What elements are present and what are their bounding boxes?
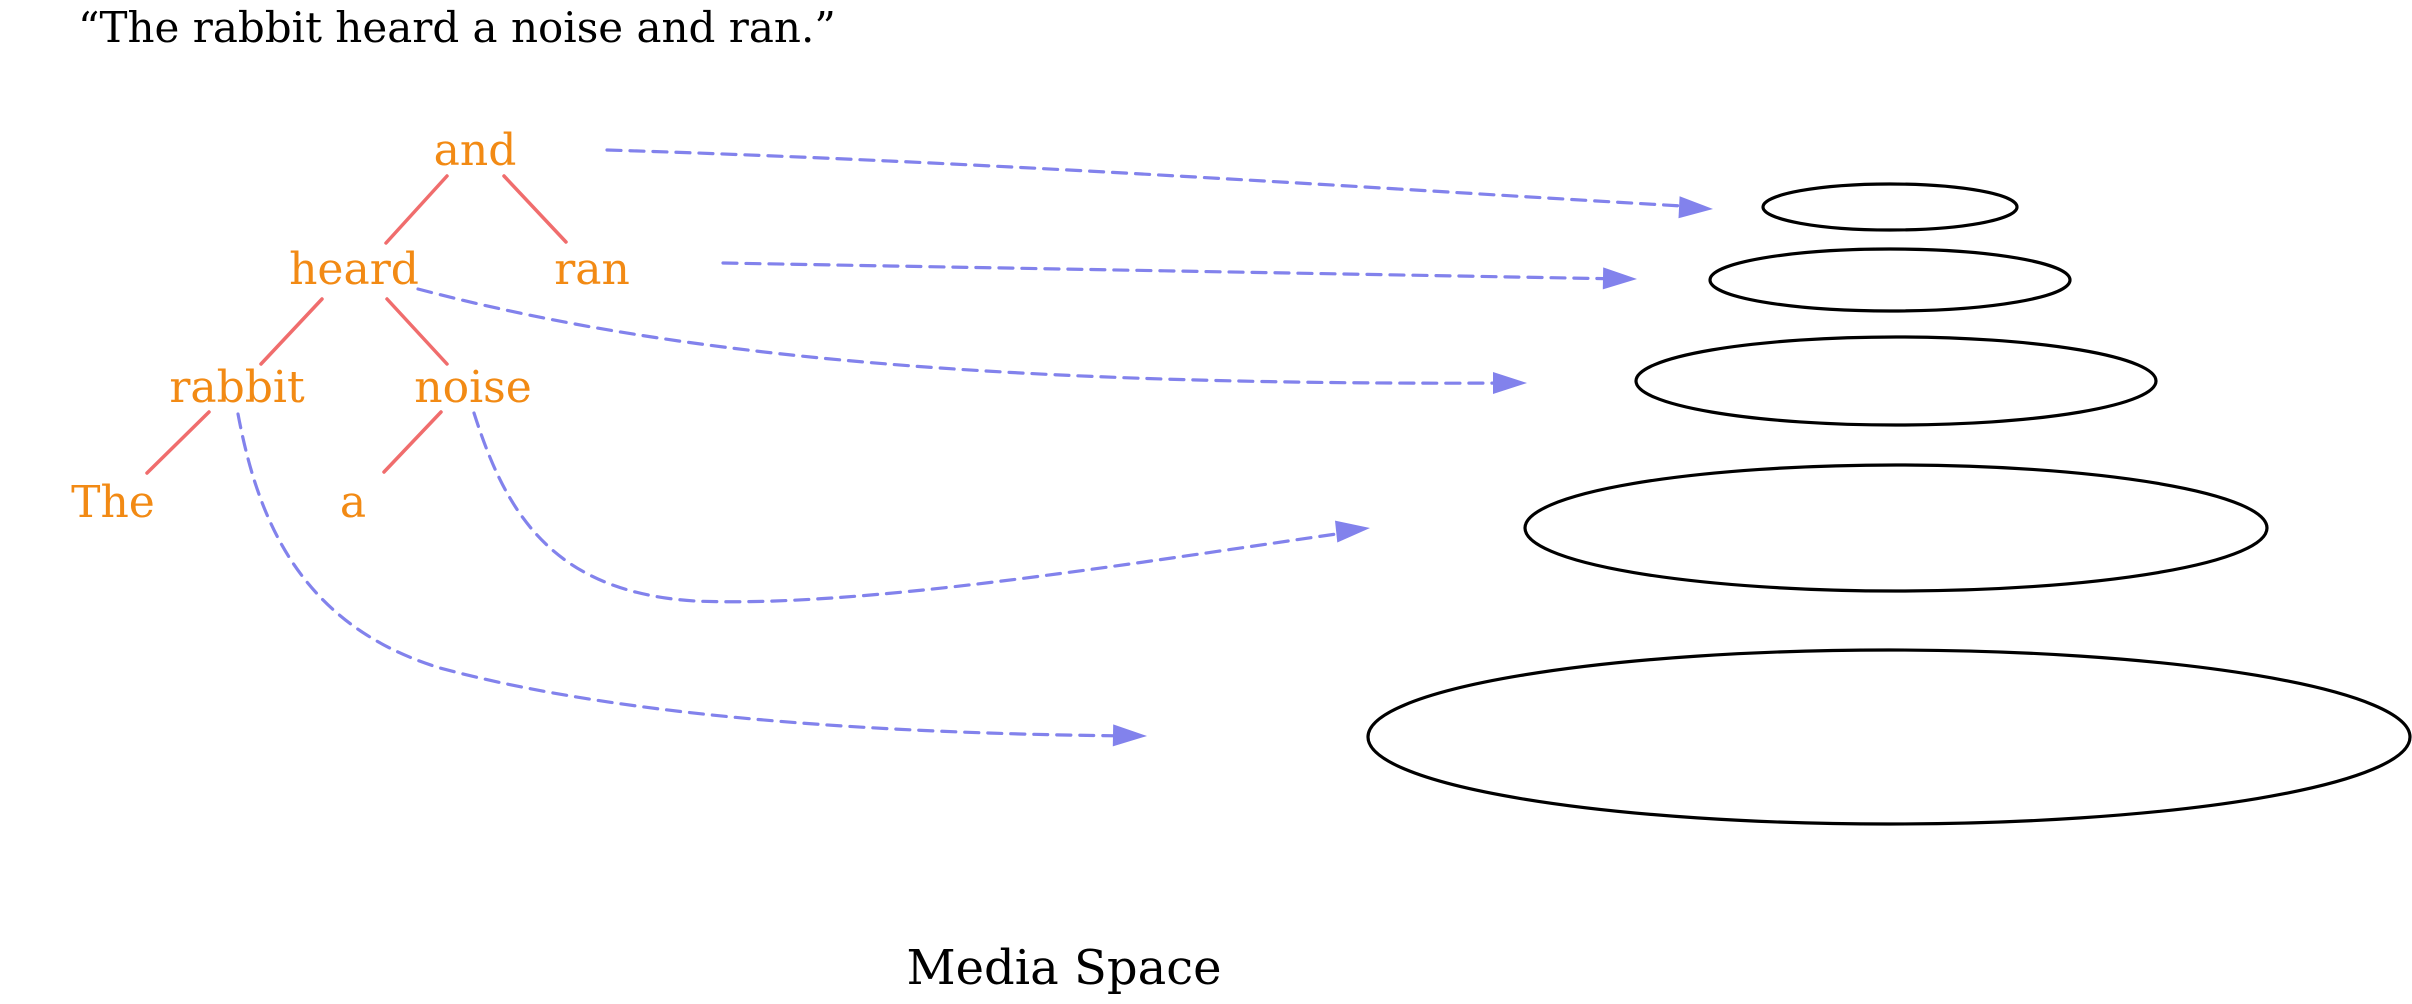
tree-node-and: and [434, 125, 517, 176]
mapping-arrow-noise-to-ellipse-4 [472, 411, 1359, 604]
mapping-arrow-rabbit-to-ellipse-5 [236, 412, 1136, 738]
tree-node-heard: heard [289, 244, 419, 295]
mapping-arrow-and-to-ellipse-1 [605, 148, 1702, 209]
arrowhead-and-to-ellipse-1 [1678, 196, 1713, 219]
tree-edges [145, 174, 568, 475]
mapping-arrows [236, 148, 1713, 747]
media-space-ellipse-3 [1634, 335, 2158, 427]
mapping-arrow-heard-to-ellipse-3 [416, 287, 1516, 385]
arrowhead-ran-to-ellipse-2 [1602, 267, 1637, 290]
arrowhead-rabbit-to-ellipse-5 [1112, 724, 1147, 747]
tree-node-noise: noise [414, 362, 532, 413]
media-space-ellipse-1 [1761, 182, 2019, 232]
media-space-label: Media Space [906, 940, 1221, 996]
tree-edge-noise-a [382, 410, 443, 474]
arrowhead-heard-to-ellipse-3 [1493, 372, 1527, 394]
tree-edge-and-heard [384, 174, 449, 245]
media-space-ellipse-4 [1523, 463, 2269, 593]
sentence-quote: “The rabbit heard a noise and ran.” [78, 3, 836, 52]
tree-node-labels: and heard ran rabbit noise The a [71, 125, 630, 528]
tree-edge-heard-rabbit [259, 297, 324, 366]
media-space-ellipse-2 [1708, 247, 2072, 313]
media-space-ellipse-5 [1366, 648, 2412, 826]
tree-edge-heard-noise [385, 297, 449, 366]
media-space-ellipses [1366, 182, 2412, 826]
tree-node-rabbit: rabbit [169, 362, 305, 413]
tree-node-ran: ran [554, 244, 630, 295]
mapping-arrow-ran-to-ellipse-2 [721, 261, 1626, 281]
tree-edge-and-ran [502, 174, 568, 244]
tree-node-a: a [340, 477, 366, 528]
tree-node-the: The [71, 477, 155, 528]
arrowhead-noise-to-ellipse-4 [1335, 520, 1370, 543]
tree-edge-rabbit-the [145, 410, 211, 475]
